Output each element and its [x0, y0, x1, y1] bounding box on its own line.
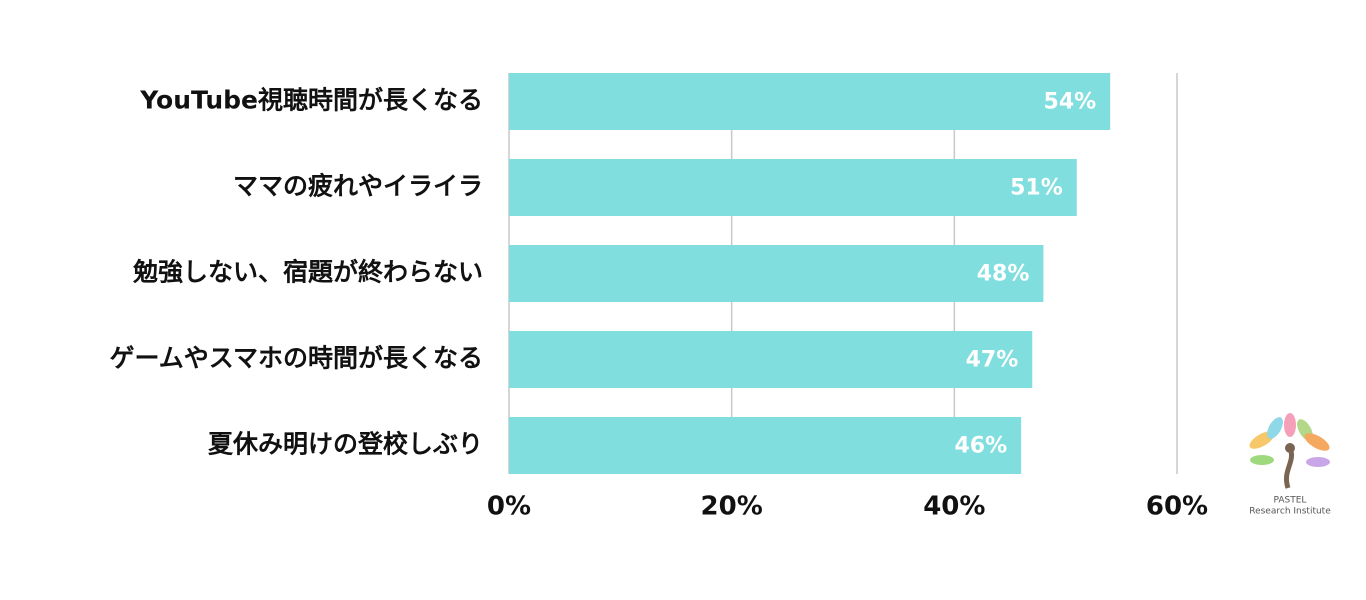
logo-head	[1285, 443, 1295, 453]
logo-leaf	[1284, 413, 1296, 437]
value-label: 47%	[966, 348, 1019, 373]
logo-leaf	[1267, 417, 1283, 439]
bar	[509, 159, 1077, 216]
x-tick-label: 40%	[923, 492, 985, 522]
logo-text: Research Institute	[1249, 507, 1331, 517]
bar	[509, 417, 1022, 474]
logo-trunk	[1284, 447, 1294, 489]
x-tick-label: 0%	[487, 492, 531, 522]
y-tick-label: 勉強しない、宿題が終わらない	[132, 258, 483, 287]
x-tick-label: 20%	[701, 492, 763, 522]
value-label: 54%	[1044, 90, 1097, 115]
y-tick-label: ママの疲れやイライラ	[233, 172, 483, 201]
y-tick-label: ゲームやスマホの時間が長くなる	[109, 344, 483, 373]
value-label: 48%	[977, 262, 1030, 287]
logo-leaf	[1306, 457, 1330, 467]
logo: PASTEL Research Institute	[1249, 413, 1331, 517]
value-label: 51%	[1010, 176, 1063, 201]
logo-leaf	[1250, 455, 1274, 465]
y-tick-label: YouTube視聴時間が長くなる	[139, 86, 483, 115]
bar	[509, 331, 1033, 388]
bar	[509, 73, 1111, 130]
logo-leaf	[1304, 433, 1330, 451]
value-label: 46%	[954, 434, 1007, 459]
logo-text: PASTEL	[1274, 496, 1307, 506]
x-tick-label: 60%	[1146, 492, 1208, 522]
y-tick-label: 夏休み明けの登校しぶり	[208, 430, 483, 459]
bar	[509, 245, 1044, 302]
